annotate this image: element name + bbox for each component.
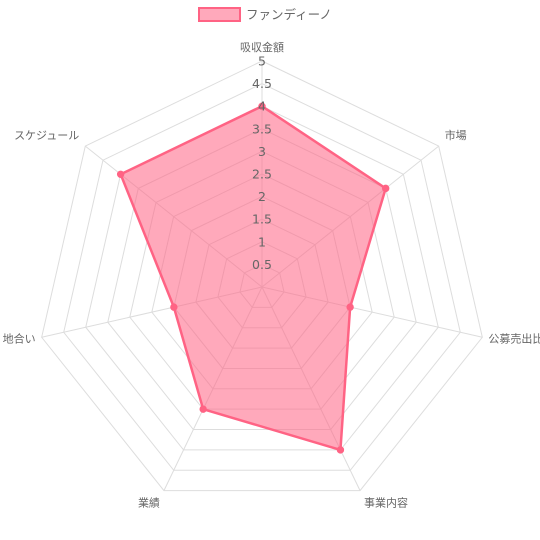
data-point-事業内容[interactable] [336, 446, 345, 454]
data-point-スケジュール[interactable] [116, 170, 125, 178]
grid-ring-7 [85, 105, 439, 451]
tick-label: 1 [258, 234, 266, 249]
axis-label-0: 吸収金額 [240, 40, 284, 54]
tick-label: 3 [258, 144, 266, 159]
tick-label: 3.5 [252, 121, 272, 136]
axis-label-2: 公募売出比 [488, 331, 540, 345]
data-point-市場[interactable] [381, 184, 390, 193]
grid-ring-8 [63, 83, 461, 471]
tick-label: 1.5 [252, 212, 272, 227]
legend-swatch [198, 7, 241, 22]
data-point-吸収金額[interactable] [258, 102, 266, 110]
grid-ring-9 [41, 60, 483, 492]
axis-label-1: 市場 [445, 128, 467, 142]
tick-label: 4.5 [252, 76, 272, 91]
axis-label-4: 業績 [138, 496, 160, 510]
data-point-公募売出比[interactable] [346, 303, 354, 311]
axis-label-5: 地合い [3, 331, 36, 345]
grid-ring-6 [107, 128, 417, 431]
legend-label: ファンディーノ [246, 7, 332, 22]
axis-label-6: スケジュール [14, 129, 79, 142]
axis-label-3: 事業内容 [364, 496, 408, 510]
data-point-地合い[interactable] [170, 303, 178, 311]
series-layer [116, 102, 390, 454]
tick-label: 2.5 [252, 167, 272, 182]
tick-labels: 0.5 1 1.5 2 2.5 3 3.5 4 4.5 5 [252, 54, 272, 272]
data-point-業績[interactable] [199, 405, 207, 413]
tick-label: 0.5 [252, 257, 272, 272]
series-area-0 [119, 104, 387, 452]
legend: ファンディーノ [198, 7, 332, 22]
tick-label: 4 [258, 99, 266, 114]
tick-label: 2 [258, 189, 266, 204]
tick-label: 5 [258, 54, 266, 69]
